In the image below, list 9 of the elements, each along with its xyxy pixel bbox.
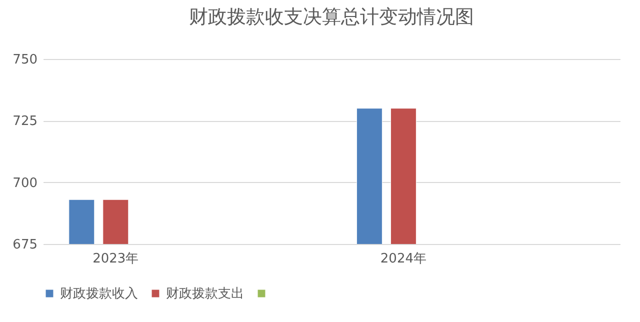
x-tick-label: 2024年 [380,252,426,266]
y-tick-label: 700 [12,176,38,191]
legend-label: 财政拨款支出 [166,286,244,302]
y-tick-label: 725 [12,114,38,130]
x-tick-label: 2023年 [92,252,139,266]
y-tick-label: 750 [12,52,38,68]
chart-title: 财政拨款收支决算总计变动情况图 [189,6,474,28]
y-tick-label: 675 [12,238,38,252]
legend-label: 财政拨款收入 [60,286,138,302]
